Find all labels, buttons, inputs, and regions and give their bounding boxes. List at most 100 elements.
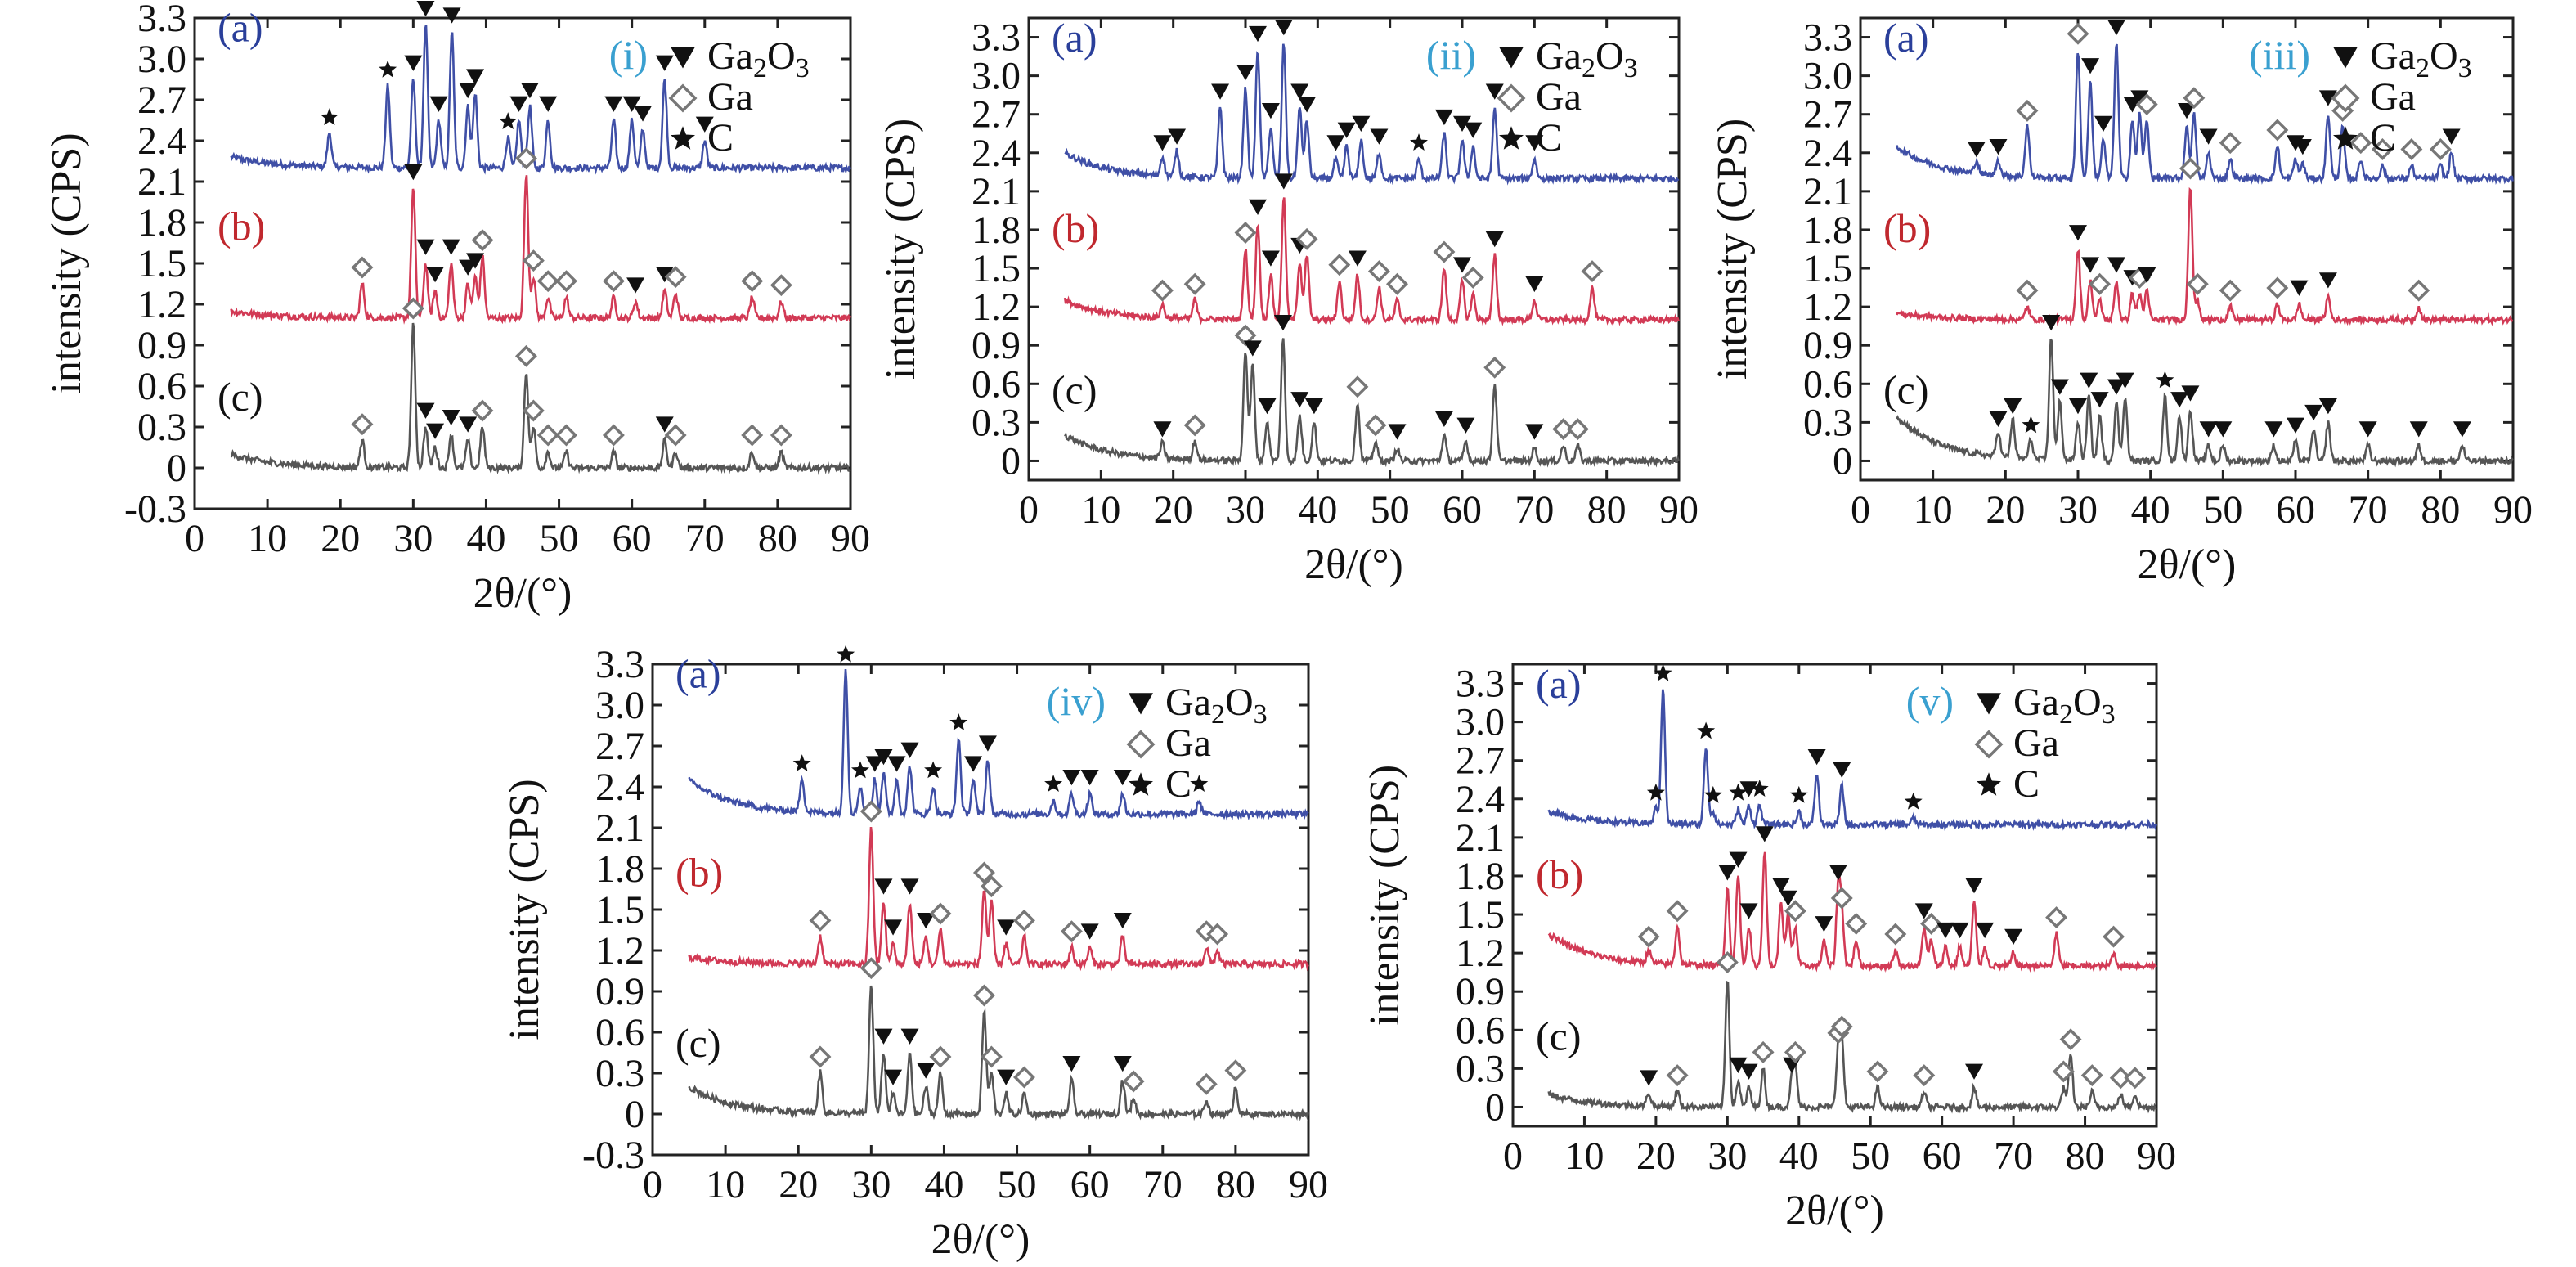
peak-marker-ga2o3 xyxy=(626,277,645,294)
peak-marker-c xyxy=(851,761,869,779)
y-tick-label: -0.3 xyxy=(582,1134,644,1177)
peak-marker-ga xyxy=(1060,920,1083,943)
series-label: (b) xyxy=(1536,851,1583,897)
peak-marker-c xyxy=(837,645,855,663)
legend-label: Ga xyxy=(1536,75,1582,119)
x-tick-label: 40 xyxy=(1779,1134,1819,1178)
peak-marker-ga2o3 xyxy=(1434,411,1453,427)
peak-marker-ga2o3 xyxy=(655,55,674,71)
x-tick-label: 50 xyxy=(1851,1134,1890,1178)
legend-marker-ga xyxy=(1497,83,1526,113)
x-tick-label: 90 xyxy=(831,517,870,560)
peak-marker-ga2o3 xyxy=(2042,315,2061,331)
peak-marker-ga2o3 xyxy=(1370,128,1389,145)
peak-marker-ga xyxy=(522,399,545,422)
trace-a: (a) xyxy=(675,645,1309,821)
peak-marker-ga xyxy=(1367,260,1390,283)
peak-marker-ga xyxy=(1364,414,1387,437)
y-tick-label: 1.2 xyxy=(1456,932,1505,975)
x-tick-label: 40 xyxy=(1298,488,1337,532)
peak-marker-ga2o3 xyxy=(459,82,478,99)
peak-marker-ga2o3 xyxy=(1062,1055,1081,1072)
peak-marker-ga2o3 xyxy=(1718,865,1737,881)
legend-label: Ga xyxy=(707,75,753,119)
legend-label: Ga xyxy=(1165,721,1211,765)
x-tick-label: 80 xyxy=(2066,1134,2105,1178)
legend-marker-c xyxy=(1499,126,1524,150)
peak-marker-ga xyxy=(1224,1059,1247,1082)
legend-marker-ga2o3 xyxy=(2333,47,2358,69)
peak-marker-ga2o3 xyxy=(1525,135,1544,151)
peak-marker-ga2o3 xyxy=(1274,20,1293,36)
peak-marker-ga2o3 xyxy=(1807,749,1826,766)
peak-marker-ga xyxy=(1206,923,1229,946)
peak-marker-ga2o3 xyxy=(416,239,435,255)
peak-marker-c xyxy=(1190,775,1209,792)
x-tick-label: 80 xyxy=(2421,488,2460,532)
peak-marker-ga xyxy=(972,984,995,1007)
peak-marker-ga2o3 xyxy=(1456,417,1475,434)
x-tick-label: 20 xyxy=(1154,488,1193,532)
y-tick-label: 2.7 xyxy=(137,79,186,122)
peak-marker-ga xyxy=(1866,1060,1889,1083)
trace-a: (a) xyxy=(1536,661,2157,831)
peak-marker-ga2o3 xyxy=(917,912,936,929)
x-tick-label: 70 xyxy=(1143,1163,1183,1206)
series-label: (a) xyxy=(1883,15,1929,61)
peak-marker-ga2o3 xyxy=(466,69,485,85)
peak-marker-ga2o3 xyxy=(2214,421,2233,438)
peak-marker-ga xyxy=(1552,418,1575,441)
peak-marker-ga xyxy=(809,909,832,932)
series-line xyxy=(230,175,851,325)
x-tick-label: 40 xyxy=(2131,488,2170,532)
legend-label: C xyxy=(2370,116,2396,159)
x-tick-label: 20 xyxy=(321,517,360,560)
plot-frame xyxy=(1511,663,2158,1128)
y-tick-label: 0.9 xyxy=(595,970,644,1013)
peak-marker-ga2o3 xyxy=(1352,115,1371,132)
panel-label: (iv) xyxy=(1047,678,1106,724)
peak-marker-ga2o3 xyxy=(655,266,674,283)
peak-marker-ga xyxy=(351,256,374,279)
peak-marker-ga2o3 xyxy=(1062,769,1081,786)
y-tick-label: -0.3 xyxy=(124,487,186,531)
peak-marker-ga2o3 xyxy=(1815,916,1833,932)
xrd-panel-1: 0 10 20 30 40 50 60 70 80 90-0.300.30.60.91.21.51… xyxy=(43,0,870,617)
peak-marker-ga2o3 xyxy=(1434,109,1453,126)
peak-marker-ga2o3 xyxy=(442,7,461,24)
y-tick-label: 0.9 xyxy=(1803,324,1852,367)
peak-marker-ga2o3 xyxy=(2304,404,2323,421)
trace-b: (b) xyxy=(1883,157,2514,326)
peak-marker-ga2o3 xyxy=(884,919,903,936)
peak-marker-ga2o3 xyxy=(2081,58,2100,74)
x-tick-label: 80 xyxy=(1587,488,1627,532)
y-tick-label: 2.4 xyxy=(1803,132,1852,175)
peak-marker-ga2o3 xyxy=(2090,392,2109,408)
series-label: (a) xyxy=(1536,661,1582,707)
peak-marker-ga xyxy=(980,875,1003,898)
legend-marker-c xyxy=(1129,772,1153,796)
peak-marker-ga xyxy=(2400,138,2423,160)
y-tick-label: 2.1 xyxy=(1456,816,1505,860)
peak-marker-ga2o3 xyxy=(1113,1055,1132,1072)
peak-marker-ga2o3 xyxy=(634,106,653,122)
y-tick-label: 2.1 xyxy=(972,170,1021,213)
peak-marker-ga xyxy=(741,270,764,293)
y-tick-label: 3.3 xyxy=(1456,663,1505,706)
x-tick-label: 10 xyxy=(706,1163,745,1206)
peak-marker-ga2o3 xyxy=(2199,128,2218,145)
peak-marker-ga2o3 xyxy=(416,402,435,419)
legend-label: C xyxy=(2013,762,2040,806)
legend-label: C xyxy=(1165,762,1192,806)
plot-frame xyxy=(1859,16,2515,482)
peak-marker-ga xyxy=(1666,900,1689,923)
xrd-panel-5: 0 10 20 30 40 50 60 70 80 9000.30.60.91.21.51.82.… xyxy=(1362,661,2176,1234)
peak-marker-ga xyxy=(351,413,374,436)
legend-label: C xyxy=(707,116,734,159)
series-label: (a) xyxy=(218,4,263,50)
peak-marker-c xyxy=(2156,371,2174,389)
peak-marker-ga xyxy=(1566,418,1589,441)
peak-marker-ga xyxy=(929,1045,952,1068)
peak-marker-ga xyxy=(929,902,952,925)
